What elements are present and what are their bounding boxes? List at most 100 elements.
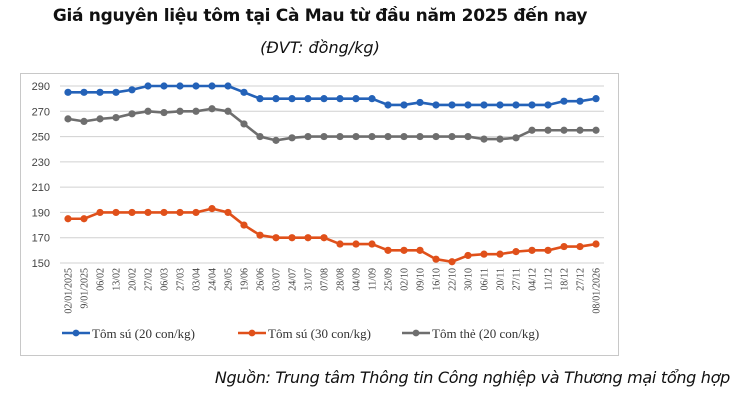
x-tick-label: 27/03	[176, 268, 187, 291]
legend-label: Tôm sú (30 con/kg)	[268, 326, 371, 341]
data-point	[352, 240, 360, 248]
series-lines	[64, 82, 600, 266]
x-tick-label: 30/10	[464, 268, 475, 291]
x-tick-label: 27/12	[576, 268, 587, 291]
x-tick-label: 02/10	[400, 268, 411, 291]
data-point	[272, 95, 280, 103]
chart-border	[20, 73, 619, 356]
x-tick-label: 06/02	[96, 268, 107, 291]
data-point	[272, 136, 280, 144]
y-tick-label: 170	[32, 233, 50, 245]
data-point	[192, 208, 200, 217]
x-tick-label: 02/01/2025	[64, 268, 75, 314]
data-point	[576, 242, 584, 251]
data-point	[320, 234, 328, 242]
x-tick-label: 09/10	[416, 268, 427, 291]
x-tick-label: 03/04	[192, 268, 203, 291]
data-point	[528, 246, 536, 254]
series-2	[64, 105, 600, 144]
x-tick-label: 11/09	[368, 268, 379, 290]
x-tick-label: 08/01/2026	[592, 268, 603, 314]
series-1	[64, 205, 600, 266]
x-tick-label: 06/03	[160, 268, 171, 291]
data-point	[208, 82, 216, 90]
data-point	[464, 251, 472, 260]
data-point	[592, 126, 600, 134]
data-point	[336, 132, 344, 141]
x-tick-label: 18/12	[560, 268, 571, 291]
data-point	[304, 234, 312, 242]
data-point	[192, 82, 200, 90]
data-point	[384, 246, 392, 254]
x-tick-label: 31/07	[304, 268, 315, 291]
y-tick-label: 270	[32, 106, 50, 118]
x-tick-label: 22/10	[448, 268, 459, 291]
x-tick-label: 27/11	[512, 268, 523, 290]
data-point	[256, 231, 264, 239]
x-tick-label: 24/07	[288, 268, 299, 291]
x-tick-label: 9/01/2025	[80, 268, 91, 309]
data-point	[576, 126, 584, 134]
legend-swatch-marker	[412, 329, 420, 337]
data-point	[352, 132, 360, 141]
x-tick-label: 11/12	[544, 268, 555, 290]
y-tick-label: 290	[32, 81, 50, 93]
data-point	[512, 248, 520, 256]
series-line	[67, 107, 596, 142]
series-line	[68, 84, 597, 107]
x-tick-label: 20/02	[128, 268, 139, 291]
data-point	[496, 101, 504, 109]
chart-subtitle: (ĐVT: đồng/kg)	[260, 38, 380, 57]
y-tick-label: 210	[32, 182, 50, 194]
data-point	[160, 208, 168, 217]
data-point	[240, 120, 248, 128]
data-point	[336, 95, 344, 103]
x-tick-label: 16/10	[432, 268, 443, 291]
legend: Tôm sú (20 con/kg) Tôm sú (30 con/kg) Tôm …	[62, 326, 539, 341]
data-point	[496, 250, 504, 258]
data-point	[288, 95, 296, 103]
data-point	[384, 101, 392, 109]
data-point	[560, 126, 568, 134]
data-point	[544, 101, 552, 109]
data-point	[112, 88, 120, 96]
data-point	[400, 132, 408, 141]
data-point	[320, 95, 328, 103]
data-point	[480, 135, 488, 143]
data-point	[224, 208, 232, 217]
data-point	[288, 234, 296, 242]
data-point	[352, 95, 360, 103]
data-point	[480, 250, 488, 258]
data-point	[208, 205, 216, 213]
x-tick-label: 04/09	[352, 268, 363, 291]
data-point	[224, 107, 232, 115]
data-point	[400, 246, 408, 254]
legend-swatch-marker	[248, 329, 256, 337]
legend-swatch-marker	[72, 329, 80, 337]
data-point	[224, 82, 232, 90]
x-tick-label: 28/08	[336, 268, 347, 291]
data-point	[432, 132, 440, 141]
data-point	[144, 208, 152, 217]
data-point	[480, 101, 488, 109]
x-tick-label: 20/11	[496, 268, 507, 290]
x-tick-label: 04/12	[528, 268, 539, 291]
data-point	[560, 242, 568, 251]
y-tick-label: 250	[32, 132, 50, 144]
data-point	[512, 134, 520, 142]
x-tick-label: 29/05	[224, 268, 235, 291]
data-point	[416, 246, 424, 254]
y-tick-label: 190	[32, 207, 50, 219]
data-point	[240, 88, 248, 96]
data-point	[176, 208, 184, 217]
data-point	[496, 135, 504, 143]
data-point	[256, 95, 264, 103]
data-point	[96, 115, 104, 123]
data-point	[144, 82, 152, 90]
data-point	[112, 208, 120, 217]
data-point	[64, 88, 72, 96]
data-point	[368, 132, 376, 141]
data-point	[432, 255, 440, 263]
data-point	[128, 86, 136, 94]
